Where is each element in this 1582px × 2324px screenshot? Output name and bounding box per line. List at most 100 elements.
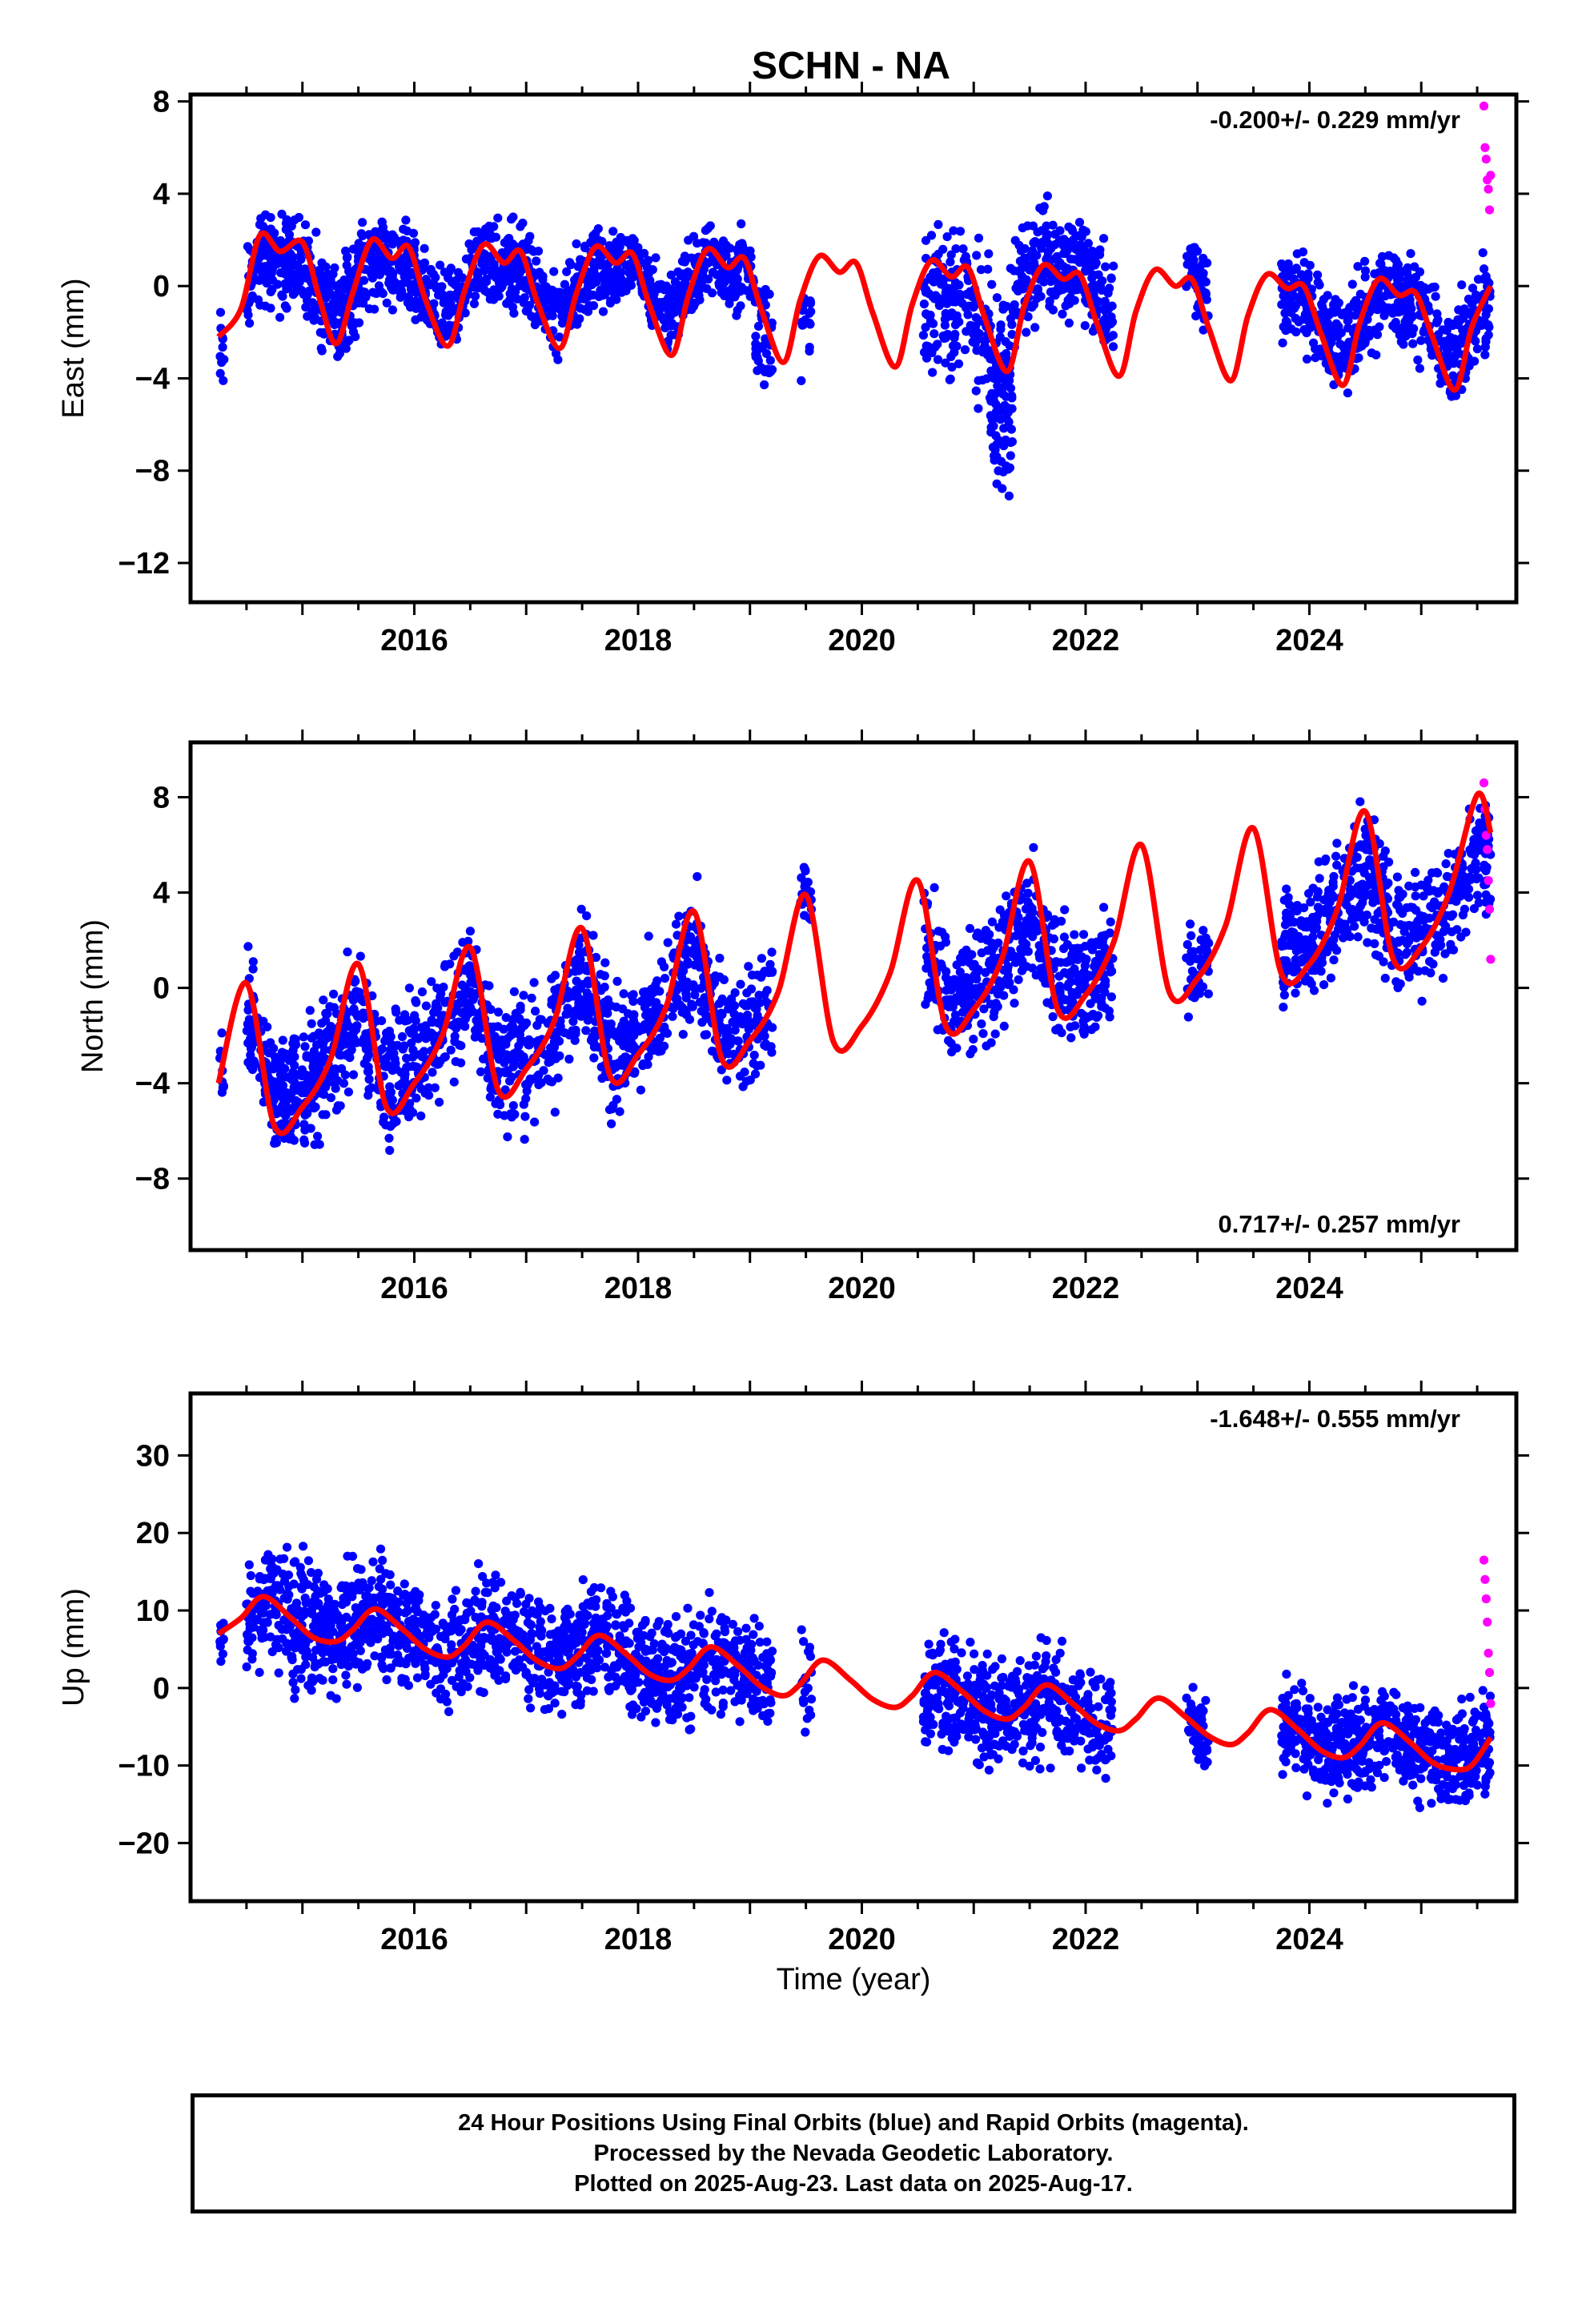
- final-orbits-series: [215, 191, 1495, 501]
- final-orbit-point: [468, 988, 478, 998]
- final-orbit-point: [1027, 248, 1037, 258]
- final-orbit-point: [406, 267, 416, 277]
- final-orbit-point: [1458, 325, 1468, 335]
- final-orbit-point: [998, 304, 1008, 314]
- final-orbit-point: [464, 239, 474, 249]
- final-orbit-point: [245, 319, 255, 328]
- final-orbit-point: [564, 1009, 573, 1019]
- final-orbit-point: [797, 317, 806, 327]
- final-orbit-point: [994, 938, 1003, 948]
- final-orbit-point: [307, 1019, 316, 1028]
- final-orbit-point: [508, 1101, 518, 1111]
- final-orbit-point: [588, 301, 599, 311]
- final-orbit-point: [1050, 291, 1060, 300]
- final-orbit-point: [921, 323, 930, 332]
- final-orbit-point: [469, 299, 480, 308]
- final-orbit-point: [933, 1025, 942, 1035]
- final-orbit-point: [690, 298, 701, 308]
- final-orbit-point: [1070, 243, 1080, 253]
- final-orbit-point: [594, 256, 604, 266]
- final-orbit-point: [757, 1031, 767, 1040]
- final-orbit-point: [994, 923, 1004, 932]
- final-orbit-point: [744, 962, 753, 971]
- final-orbit-point: [300, 1042, 310, 1051]
- final-orbit-point: [607, 1119, 616, 1128]
- final-orbit-point: [1287, 324, 1296, 334]
- final-orbit-point: [246, 1043, 256, 1054]
- final-orbit-point: [388, 285, 398, 295]
- final-orbit-point: [404, 983, 414, 993]
- final-orbit-point: [638, 258, 648, 267]
- final-orbit-point: [960, 345, 970, 355]
- final-orbit-point: [765, 959, 775, 969]
- final-orbit-point: [568, 988, 578, 998]
- final-orbit-point: [1070, 1021, 1080, 1031]
- final-orbit-point: [1055, 258, 1065, 267]
- final-orbit-point: [421, 1001, 432, 1011]
- final-orbit-point: [945, 375, 954, 384]
- x-tick-label: 2024: [1275, 624, 1343, 657]
- final-orbit-point: [217, 1088, 227, 1097]
- final-orbit-point: [632, 1021, 641, 1031]
- final-orbit-point: [390, 1054, 400, 1063]
- final-orbit-point: [293, 261, 303, 271]
- final-orbit-point: [942, 986, 951, 995]
- final-orbit-point: [444, 304, 454, 313]
- final-orbit-point: [400, 271, 409, 281]
- rapid-orbit-point: [1480, 143, 1490, 152]
- final-orbit-point: [1031, 971, 1041, 980]
- final-orbit-point: [1007, 330, 1017, 340]
- rapid-orbits-series: [1479, 101, 1496, 215]
- final-orbit-point: [951, 244, 961, 254]
- final-orbit-point: [1186, 919, 1195, 929]
- final-orbit-point: [310, 1140, 319, 1149]
- final-orbit-point: [1047, 920, 1058, 930]
- final-orbit-point: [683, 957, 693, 967]
- final-orbit-point: [1372, 330, 1383, 340]
- final-orbit-point: [340, 1070, 350, 1080]
- final-orbit-point: [1067, 987, 1077, 997]
- final-orbit-point: [970, 339, 980, 348]
- final-orbit-point: [1094, 950, 1104, 959]
- final-orbit-point: [280, 301, 290, 311]
- final-orbit-point: [1331, 319, 1341, 328]
- final-orbit-point: [507, 1072, 516, 1082]
- final-orbit-point: [468, 973, 478, 983]
- final-orbit-point: [215, 368, 225, 378]
- final-orbit-point: [358, 218, 367, 227]
- final-orbit-point: [673, 267, 683, 277]
- final-orbit-point: [672, 986, 681, 995]
- final-orbit-point: [1006, 314, 1016, 324]
- final-orbit-point: [410, 1011, 420, 1020]
- final-orbit-point: [1438, 974, 1448, 983]
- final-orbit-point: [1106, 992, 1116, 1002]
- final-orbit-point: [1099, 234, 1109, 243]
- final-orbit-point: [1480, 316, 1489, 326]
- final-orbit-point: [1042, 191, 1052, 201]
- final-orbit-point: [582, 988, 592, 998]
- final-orbit-point: [549, 1043, 560, 1052]
- final-orbit-point: [319, 1090, 329, 1100]
- final-orbit-point: [333, 1076, 343, 1086]
- final-orbit-point: [554, 1036, 564, 1046]
- x-ticks: [245, 82, 1479, 615]
- final-orbit-point: [456, 1041, 466, 1051]
- final-orbit-point: [401, 215, 411, 225]
- final-orbit-point: [278, 1119, 287, 1128]
- final-orbit-point: [992, 407, 1002, 416]
- final-orbit-point: [551, 1054, 560, 1063]
- final-orbit-point: [394, 236, 404, 246]
- final-orbit-point: [514, 1041, 524, 1051]
- final-orbit-point: [1196, 935, 1206, 945]
- final-orbit-point: [368, 287, 378, 297]
- final-orbit-point: [1404, 881, 1414, 891]
- final-orbit-point: [329, 989, 339, 999]
- final-orbit-point: [1201, 277, 1211, 287]
- final-orbit-point: [1059, 248, 1069, 259]
- final-orbit-point: [760, 286, 770, 296]
- final-orbit-point: [335, 348, 344, 358]
- final-orbit-point: [262, 278, 271, 288]
- final-orbit-point: [644, 268, 654, 278]
- final-orbit-point: [421, 1021, 431, 1031]
